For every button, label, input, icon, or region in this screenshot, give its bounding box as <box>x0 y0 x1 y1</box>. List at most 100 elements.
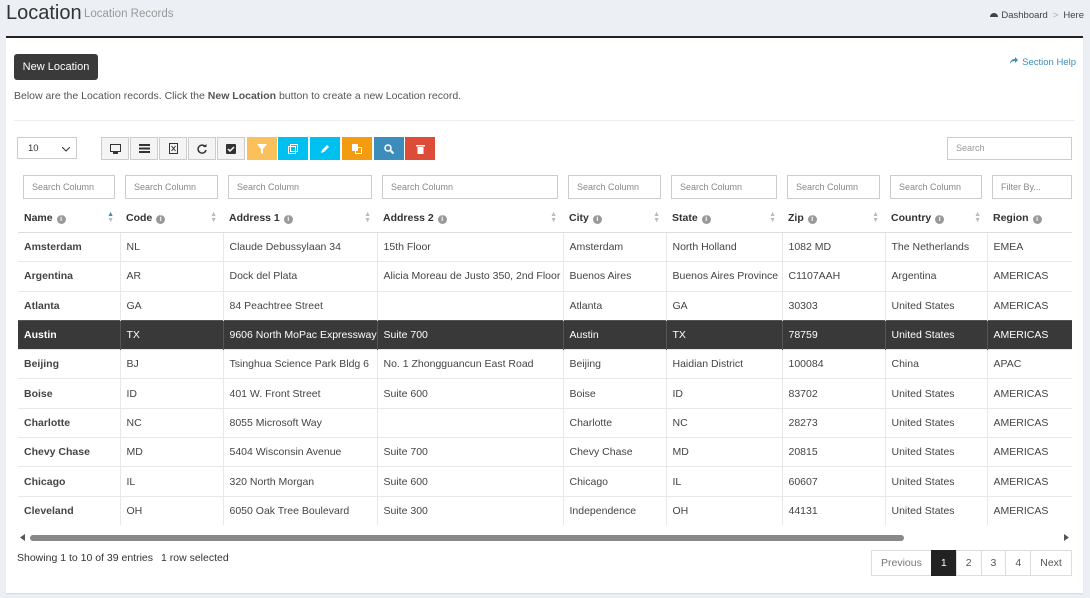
info-icon: i <box>56 215 66 224</box>
column-header[interactable]: Address 2 i ▲ ▼ <box>377 204 563 233</box>
select-button[interactable] <box>217 137 245 160</box>
page-title: Location <box>6 2 82 24</box>
column-header[interactable]: Address 1 i ▲ ▼ <box>223 204 377 233</box>
table-cell: Austin <box>18 319 120 350</box>
separator: > <box>1052 10 1059 21</box>
page-button[interactable]: 3 <box>980 550 1007 576</box>
icon <box>226 143 236 154</box>
column-filter-input[interactable]: Search Column <box>568 175 661 199</box>
table-cell: United States <box>884 495 987 525</box>
table-cell: 100084 <box>781 349 885 379</box>
column-header[interactable]: Code i ▲ ▼ <box>120 204 223 233</box>
page-button[interactable]: Next <box>1030 550 1072 576</box>
column-filter-input[interactable]: Search Column <box>228 175 372 199</box>
column-filter-input[interactable]: Search Column <box>671 175 777 199</box>
intro-bold: New Location <box>207 90 277 102</box>
table-cell: Buenos Aires Province <box>665 261 782 292</box>
column-header[interactable]: Name i ▲ ▼ <box>18 204 120 233</box>
page-length-select[interactable]: 10 <box>17 137 77 159</box>
table-cell: United States <box>884 466 987 497</box>
table-cell: United States <box>884 290 987 321</box>
table-cell: Chicago <box>562 466 666 497</box>
column-filter-placeholder: Filter By... <box>1001 182 1041 192</box>
copy-button[interactable] <box>278 137 308 160</box>
page-button[interactable]: 4 <box>1005 550 1032 576</box>
filter-cell: Search Column <box>666 170 782 204</box>
table-row[interactable]: Chevy Chase MD 5404 Wisconsin Avenue Suite … <box>18 437 1072 467</box>
section-help-text[interactable]: Section Help <box>1022 57 1076 68</box>
scrollbar[interactable] <box>18 533 1072 542</box>
delete-button[interactable] <box>405 137 435 160</box>
table-cell: Chevy Chase <box>562 437 666 467</box>
page-button[interactable]: 2 <box>955 550 982 576</box>
scroll-thumb[interactable] <box>30 535 904 541</box>
column-header[interactable]: Country i ▲ ▼ <box>885 204 987 233</box>
table-cell: EMEA <box>986 231 1072 262</box>
list-button[interactable] <box>130 137 158 160</box>
clone-button[interactable] <box>342 137 372 160</box>
table-cell: 60607 <box>781 466 885 497</box>
filter-button[interactable] <box>247 137 277 160</box>
view-button[interactable] <box>101 137 129 160</box>
table-row[interactable]: Cleveland OH 6050 Oak Tree Boulevard Suite … <box>18 495 1072 525</box>
column-filter-input[interactable]: Search Column <box>382 175 558 199</box>
table-wrapper: Search Column Search Column Search Column S… <box>18 170 1072 532</box>
section-help[interactable]: Section Help <box>1009 56 1076 68</box>
table-cell: Boise <box>18 378 120 409</box>
column-filter-input[interactable]: Search Column <box>787 175 880 199</box>
table-cell: Claude Debussylaan 34 <box>222 231 377 262</box>
edit-button[interactable] <box>310 137 340 160</box>
table-cell: MD <box>119 437 223 467</box>
table-cell: North Holland <box>665 231 782 262</box>
table-cell: Charlotte <box>562 407 666 438</box>
table-cell: Suite 700 <box>376 319 563 350</box>
table-cell: United States <box>884 378 987 409</box>
table-cell: 8055 Microsoft Way <box>222 407 377 438</box>
column-filter-placeholder: Search Column <box>32 182 95 192</box>
scroll-right <box>1064 534 1069 541</box>
data-table: Search Column Search Column Search Column S… <box>18 170 1072 525</box>
table-row[interactable]: Boise ID 401 W. Front Street Suite 600 Boise… <box>18 378 1072 409</box>
column-header[interactable]: Zip i ▲ ▼ <box>782 204 885 233</box>
table-cell: AMERICAS <box>986 290 1072 321</box>
column-header[interactable]: City i ▲ ▼ <box>563 204 666 233</box>
table-cell: AMERICAS <box>986 466 1072 497</box>
column-title: City <box>569 212 589 224</box>
new-button[interactable]: New Location <box>14 54 98 80</box>
page-button[interactable]: Previous <box>871 550 932 576</box>
page-length: 10 <box>28 143 39 154</box>
table-cell: Beijing <box>562 349 666 379</box>
table-row[interactable]: Austin TX 9606 North MoPac Expressway Suite… <box>18 319 1072 350</box>
table-row[interactable]: Beijing BJ Tsinghua Science Park Bldg 6 No.… <box>18 349 1072 379</box>
table-cell: MD <box>665 437 782 467</box>
table-cell: 1082 MD <box>781 231 885 262</box>
table-cell: Suite 300 <box>376 495 563 525</box>
column-filter-input[interactable]: Search Column <box>23 175 115 199</box>
sort-icon: ▲ ▼ <box>653 211 660 224</box>
table-cell: Beijing <box>18 349 120 379</box>
sort-icon: ▲ ▼ <box>107 211 114 224</box>
search-button[interactable] <box>374 137 404 160</box>
refresh-button[interactable] <box>188 137 216 160</box>
table-row[interactable]: Charlotte NC 8055 Microsoft Way Charlotte NC… <box>18 407 1072 438</box>
search-input[interactable]: Search <box>947 137 1072 160</box>
icon <box>352 143 362 154</box>
table-cell: 6050 Oak Tree Boulevard <box>222 495 377 525</box>
column-filter-input[interactable]: Search Column <box>890 175 982 199</box>
column-filter-input[interactable]: Filter By... <box>992 175 1072 199</box>
table-cell: GA <box>665 290 782 321</box>
table-cell: OH <box>665 495 782 525</box>
table-row[interactable]: Chicago IL 320 North Morgan Suite 600 Chicag… <box>18 466 1072 497</box>
column-filter-input[interactable]: Search Column <box>125 175 218 199</box>
table-cell: ID <box>119 378 223 409</box>
column-header[interactable]: State i ▲ ▼ <box>666 204 782 233</box>
table-row[interactable]: Atlanta GA 84 Peachtree Street Atlanta GA 303… <box>18 290 1072 321</box>
table-row[interactable]: Amsterdam NL Claude Debussylaan 34 15th Flo… <box>18 231 1072 262</box>
table-row[interactable]: Argentina AR Dock del Plata Alicia Moreau d… <box>18 261 1072 292</box>
table-cell: Suite 700 <box>376 437 563 467</box>
page-button[interactable]: 1 <box>930 550 957 576</box>
dashboard-icon <box>989 13 998 17</box>
excel-button[interactable] <box>159 137 187 160</box>
breadcrumb-link[interactable]: Dashboard <box>1001 10 1048 21</box>
